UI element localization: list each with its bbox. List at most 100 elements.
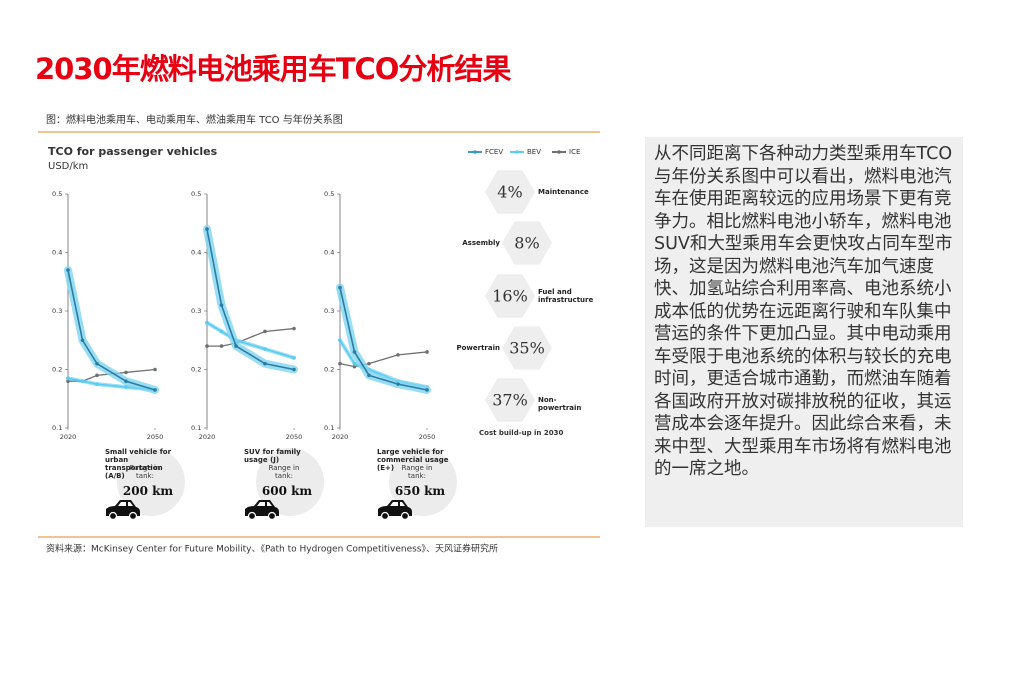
cost-hexagon (485, 274, 535, 318)
vehicle-label: Small vehicle for urban transportation (… (105, 448, 172, 480)
series-line (206, 228, 295, 371)
slide-title: 2030年燃料电池乘用车TCO分析结果 (35, 52, 511, 86)
point (219, 344, 224, 348)
point (124, 379, 128, 384)
point (292, 326, 296, 331)
car-window (257, 502, 272, 506)
car-wheel (128, 511, 138, 521)
point (124, 385, 128, 389)
cost-value: 16% (492, 287, 528, 306)
point (95, 373, 99, 378)
y-tick-label: 0.1 (324, 424, 334, 432)
point (396, 353, 400, 357)
range-value: 650 km (394, 484, 446, 498)
range-backdrop (256, 448, 324, 516)
y-tick-label: 0.2 (324, 366, 334, 374)
figure-caption: 图：燃料电池乘用车、电动乘用车、燃油乘用车 TCO 与年份关系图 (46, 113, 343, 126)
y-tick-label: 0.4 (191, 249, 201, 257)
point (234, 344, 238, 348)
car-wheel (380, 511, 390, 521)
car-wheel (400, 511, 410, 521)
car-wheel (267, 511, 277, 521)
y-tick-label: 0.2 (52, 366, 62, 374)
cost-category: Powertrain (456, 344, 500, 352)
point (153, 388, 157, 392)
car-wheel (247, 511, 257, 521)
source: 资料来源：McKinsey Center for Future Mobility… (46, 543, 498, 555)
point (124, 370, 128, 375)
point (80, 338, 85, 343)
car-window (118, 502, 133, 506)
point (367, 361, 371, 366)
point (205, 344, 209, 348)
legend-label: ICE (569, 148, 580, 156)
point (95, 361, 99, 366)
point (95, 382, 99, 386)
point (338, 285, 342, 290)
cost-hexagon (485, 170, 535, 214)
point (425, 350, 429, 354)
x-tick-label: 2020 (332, 433, 349, 441)
range-value: 600 km (261, 484, 313, 498)
point (153, 367, 157, 372)
range-backdrop (389, 448, 457, 516)
x-tick-label: 2020 (60, 433, 77, 441)
cost-hexagon (502, 221, 552, 265)
range-value: 200 km (122, 484, 174, 498)
cost-hexagon (502, 326, 552, 370)
point (263, 361, 267, 366)
point (396, 382, 400, 386)
y-tick-label: 0.4 (52, 249, 62, 257)
point (338, 338, 342, 343)
vehicle-label: SUV for family usage (J) (244, 448, 301, 464)
range-backdrop (117, 448, 185, 516)
point (352, 361, 357, 366)
y-tick-label: 0.1 (191, 424, 201, 432)
cost-category: Non-powertrain (538, 396, 582, 412)
cost-hexagon (485, 378, 535, 422)
car-window (390, 502, 405, 506)
point (292, 367, 296, 372)
legend-swatch (515, 150, 519, 154)
y-tick-label: 0.1 (52, 424, 62, 432)
point (66, 376, 70, 381)
cost-value: 35% (509, 339, 545, 358)
legend-label: FCEV (485, 148, 503, 156)
cost-value: 4% (497, 183, 522, 202)
figure-title: TCO for passenger vehicles (48, 145, 218, 158)
point (80, 379, 85, 384)
car-wheel (108, 511, 118, 521)
range-label: Range in tank: (268, 464, 300, 480)
x-tick-label: 2050 (147, 433, 164, 441)
y-tick-label: 0.5 (191, 190, 201, 198)
range-label: Range in tank: (401, 464, 433, 480)
cost-category: Fuel and infrastructure (538, 288, 594, 304)
legend-swatch (473, 150, 477, 154)
point (338, 361, 342, 366)
point (292, 356, 296, 360)
x-tick-label: 2020 (199, 433, 216, 441)
vehicle-label: Large vehicle for commercial usage (E+) (377, 448, 449, 472)
y-tick-label: 0.3 (324, 307, 334, 315)
point (425, 388, 429, 392)
y-tick-label: 0.3 (191, 307, 201, 315)
point (205, 227, 209, 231)
point (263, 329, 267, 334)
unit: USD/km (48, 161, 88, 172)
y-tick-label: 0.4 (324, 249, 334, 257)
cost-category: Assembly (462, 239, 500, 247)
point (352, 350, 357, 354)
point (66, 268, 70, 272)
body-text: 从不同距离下各种动力类型乘用车TCO与年份关系图中可以看出，燃料电池汽车在使用距… (645, 137, 963, 527)
range-label: Range in tank: (129, 464, 161, 480)
y-tick-label: 0.5 (324, 190, 334, 198)
legend-label: BEV (527, 148, 541, 156)
point (219, 303, 224, 307)
y-tick-label: 0.3 (52, 307, 62, 315)
series-line (67, 269, 156, 391)
x-tick-label: 2050 (286, 433, 303, 441)
y-tick-label: 0.5 (52, 190, 62, 198)
x-tick-label: 2050 (419, 433, 436, 441)
